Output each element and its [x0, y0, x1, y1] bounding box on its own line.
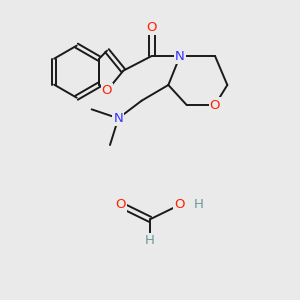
Text: O: O — [102, 84, 112, 97]
Text: H: H — [194, 199, 203, 212]
Text: O: O — [146, 21, 157, 34]
Text: N: N — [175, 50, 185, 62]
Text: O: O — [210, 98, 220, 112]
Text: H: H — [145, 234, 155, 247]
Text: O: O — [116, 199, 126, 212]
Text: O: O — [174, 199, 184, 212]
Text: N: N — [113, 112, 123, 125]
